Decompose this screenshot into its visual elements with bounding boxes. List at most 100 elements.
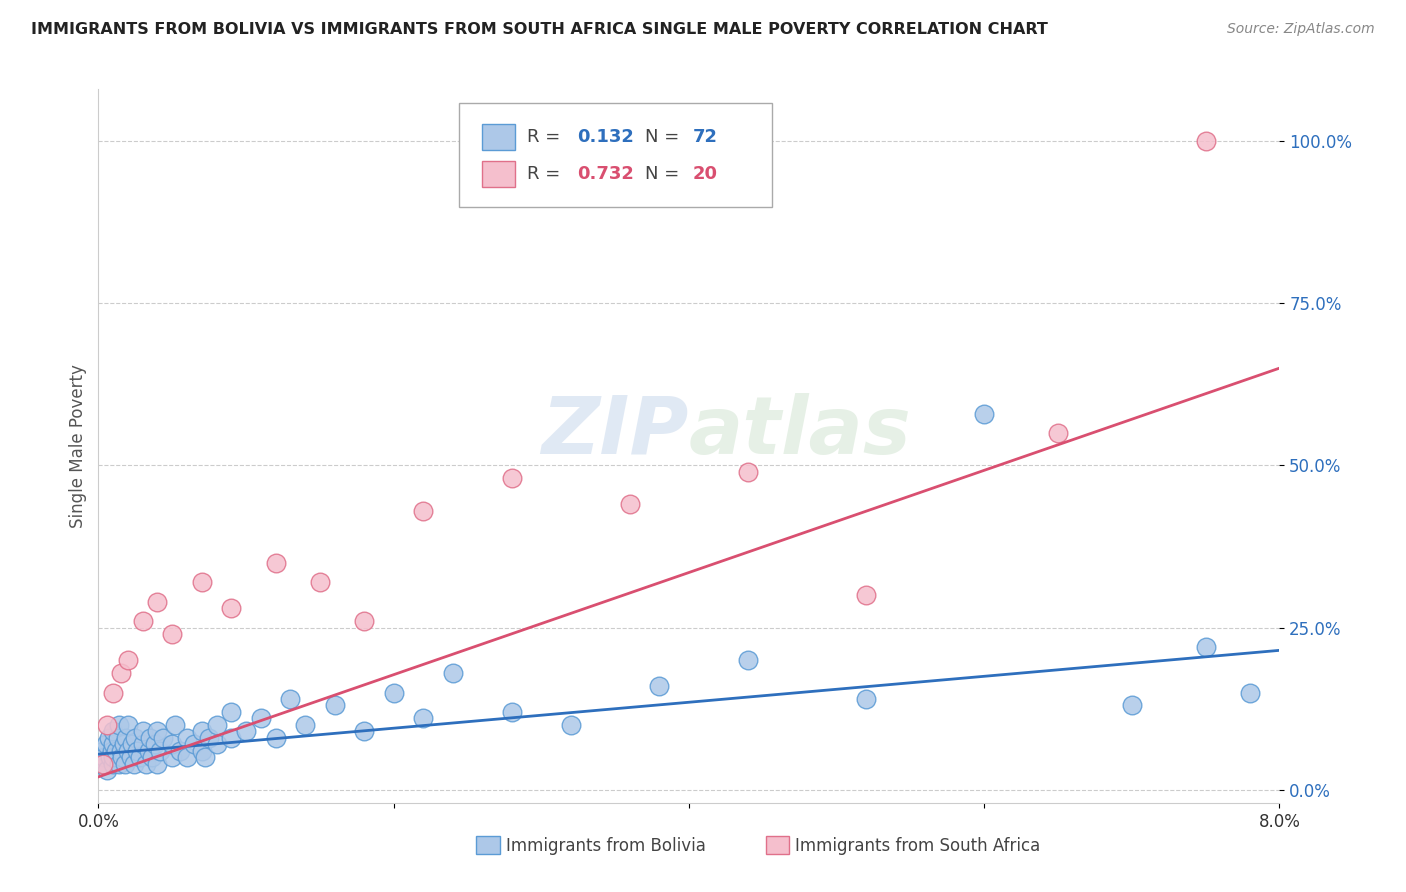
- Point: [176, 750, 198, 764]
- FancyBboxPatch shape: [482, 161, 516, 187]
- Point: [121, 738, 143, 752]
- Point: [132, 724, 155, 739]
- Text: N =: N =: [645, 165, 685, 183]
- Point: [128, 750, 150, 764]
- Point: [382, 685, 405, 699]
- Text: N =: N =: [645, 128, 685, 146]
- Point: [117, 744, 139, 758]
- Point: [191, 575, 214, 590]
- Point: [108, 756, 131, 771]
- Point: [103, 750, 125, 764]
- Point: [501, 705, 523, 719]
- Point: [114, 756, 136, 771]
- Point: [221, 705, 243, 719]
- Text: ZIP: ZIP: [541, 392, 689, 471]
- Point: [96, 718, 118, 732]
- Point: [125, 744, 148, 758]
- Point: [973, 407, 995, 421]
- FancyBboxPatch shape: [482, 124, 516, 150]
- Point: [1121, 698, 1143, 713]
- Point: [221, 601, 243, 615]
- Text: Source: ZipAtlas.com: Source: ZipAtlas.com: [1227, 22, 1375, 37]
- Point: [855, 588, 877, 602]
- Text: atlas: atlas: [689, 392, 911, 471]
- Point: [1195, 134, 1218, 148]
- Point: [138, 744, 160, 758]
- Point: [94, 738, 117, 752]
- Text: 72: 72: [693, 128, 717, 146]
- Point: [194, 750, 217, 764]
- Point: [111, 750, 134, 764]
- Point: [97, 731, 120, 745]
- Point: [115, 731, 138, 745]
- Point: [162, 627, 183, 641]
- Point: [108, 718, 131, 732]
- Point: [198, 731, 221, 745]
- Point: [412, 711, 434, 725]
- Point: [353, 614, 375, 628]
- Text: R =: R =: [527, 128, 567, 146]
- Point: [737, 465, 759, 479]
- Point: [323, 698, 346, 713]
- Point: [103, 685, 125, 699]
- Point: [100, 744, 122, 758]
- Text: IMMIGRANTS FROM BOLIVIA VS IMMIGRANTS FROM SOUTH AFRICA SINGLE MALE POVERTY CORR: IMMIGRANTS FROM BOLIVIA VS IMMIGRANTS FR…: [31, 22, 1047, 37]
- Point: [235, 724, 257, 739]
- Point: [162, 750, 183, 764]
- FancyBboxPatch shape: [766, 837, 789, 855]
- Text: Immigrants from Bolivia: Immigrants from Bolivia: [506, 837, 706, 855]
- Point: [1239, 685, 1261, 699]
- Point: [855, 692, 877, 706]
- Point: [294, 718, 316, 732]
- FancyBboxPatch shape: [458, 103, 772, 207]
- Point: [93, 750, 115, 764]
- Point: [122, 756, 145, 771]
- Point: [90, 756, 112, 771]
- Point: [96, 764, 118, 778]
- Y-axis label: Single Male Poverty: Single Male Poverty: [69, 364, 87, 528]
- Point: [264, 731, 287, 745]
- Point: [117, 653, 139, 667]
- Text: R =: R =: [527, 165, 567, 183]
- Point: [183, 738, 205, 752]
- Point: [191, 744, 214, 758]
- Point: [280, 692, 302, 706]
- Point: [250, 711, 273, 725]
- Point: [91, 756, 114, 771]
- Text: 0.132: 0.132: [576, 128, 634, 146]
- Point: [648, 679, 671, 693]
- FancyBboxPatch shape: [477, 837, 501, 855]
- Point: [264, 556, 287, 570]
- Point: [221, 731, 243, 745]
- Text: 0.732: 0.732: [576, 165, 634, 183]
- Point: [91, 744, 114, 758]
- Point: [143, 738, 166, 752]
- Point: [135, 756, 157, 771]
- Point: [103, 756, 125, 771]
- Point: [169, 744, 191, 758]
- Point: [98, 750, 121, 764]
- Point: [619, 497, 641, 511]
- Point: [146, 595, 169, 609]
- Point: [205, 718, 228, 732]
- Point: [103, 738, 125, 752]
- Point: [501, 471, 523, 485]
- Point: [176, 731, 198, 745]
- Point: [110, 666, 132, 681]
- Point: [120, 750, 142, 764]
- Point: [146, 756, 169, 771]
- Point: [1195, 640, 1218, 654]
- Point: [412, 504, 434, 518]
- Point: [124, 731, 146, 745]
- Point: [107, 731, 129, 745]
- Point: [1046, 425, 1070, 440]
- Point: [141, 750, 163, 764]
- Point: [353, 724, 375, 739]
- Point: [162, 738, 183, 752]
- Point: [112, 738, 135, 752]
- Point: [110, 744, 132, 758]
- Point: [152, 731, 174, 745]
- Point: [117, 718, 139, 732]
- Point: [309, 575, 332, 590]
- Point: [139, 731, 162, 745]
